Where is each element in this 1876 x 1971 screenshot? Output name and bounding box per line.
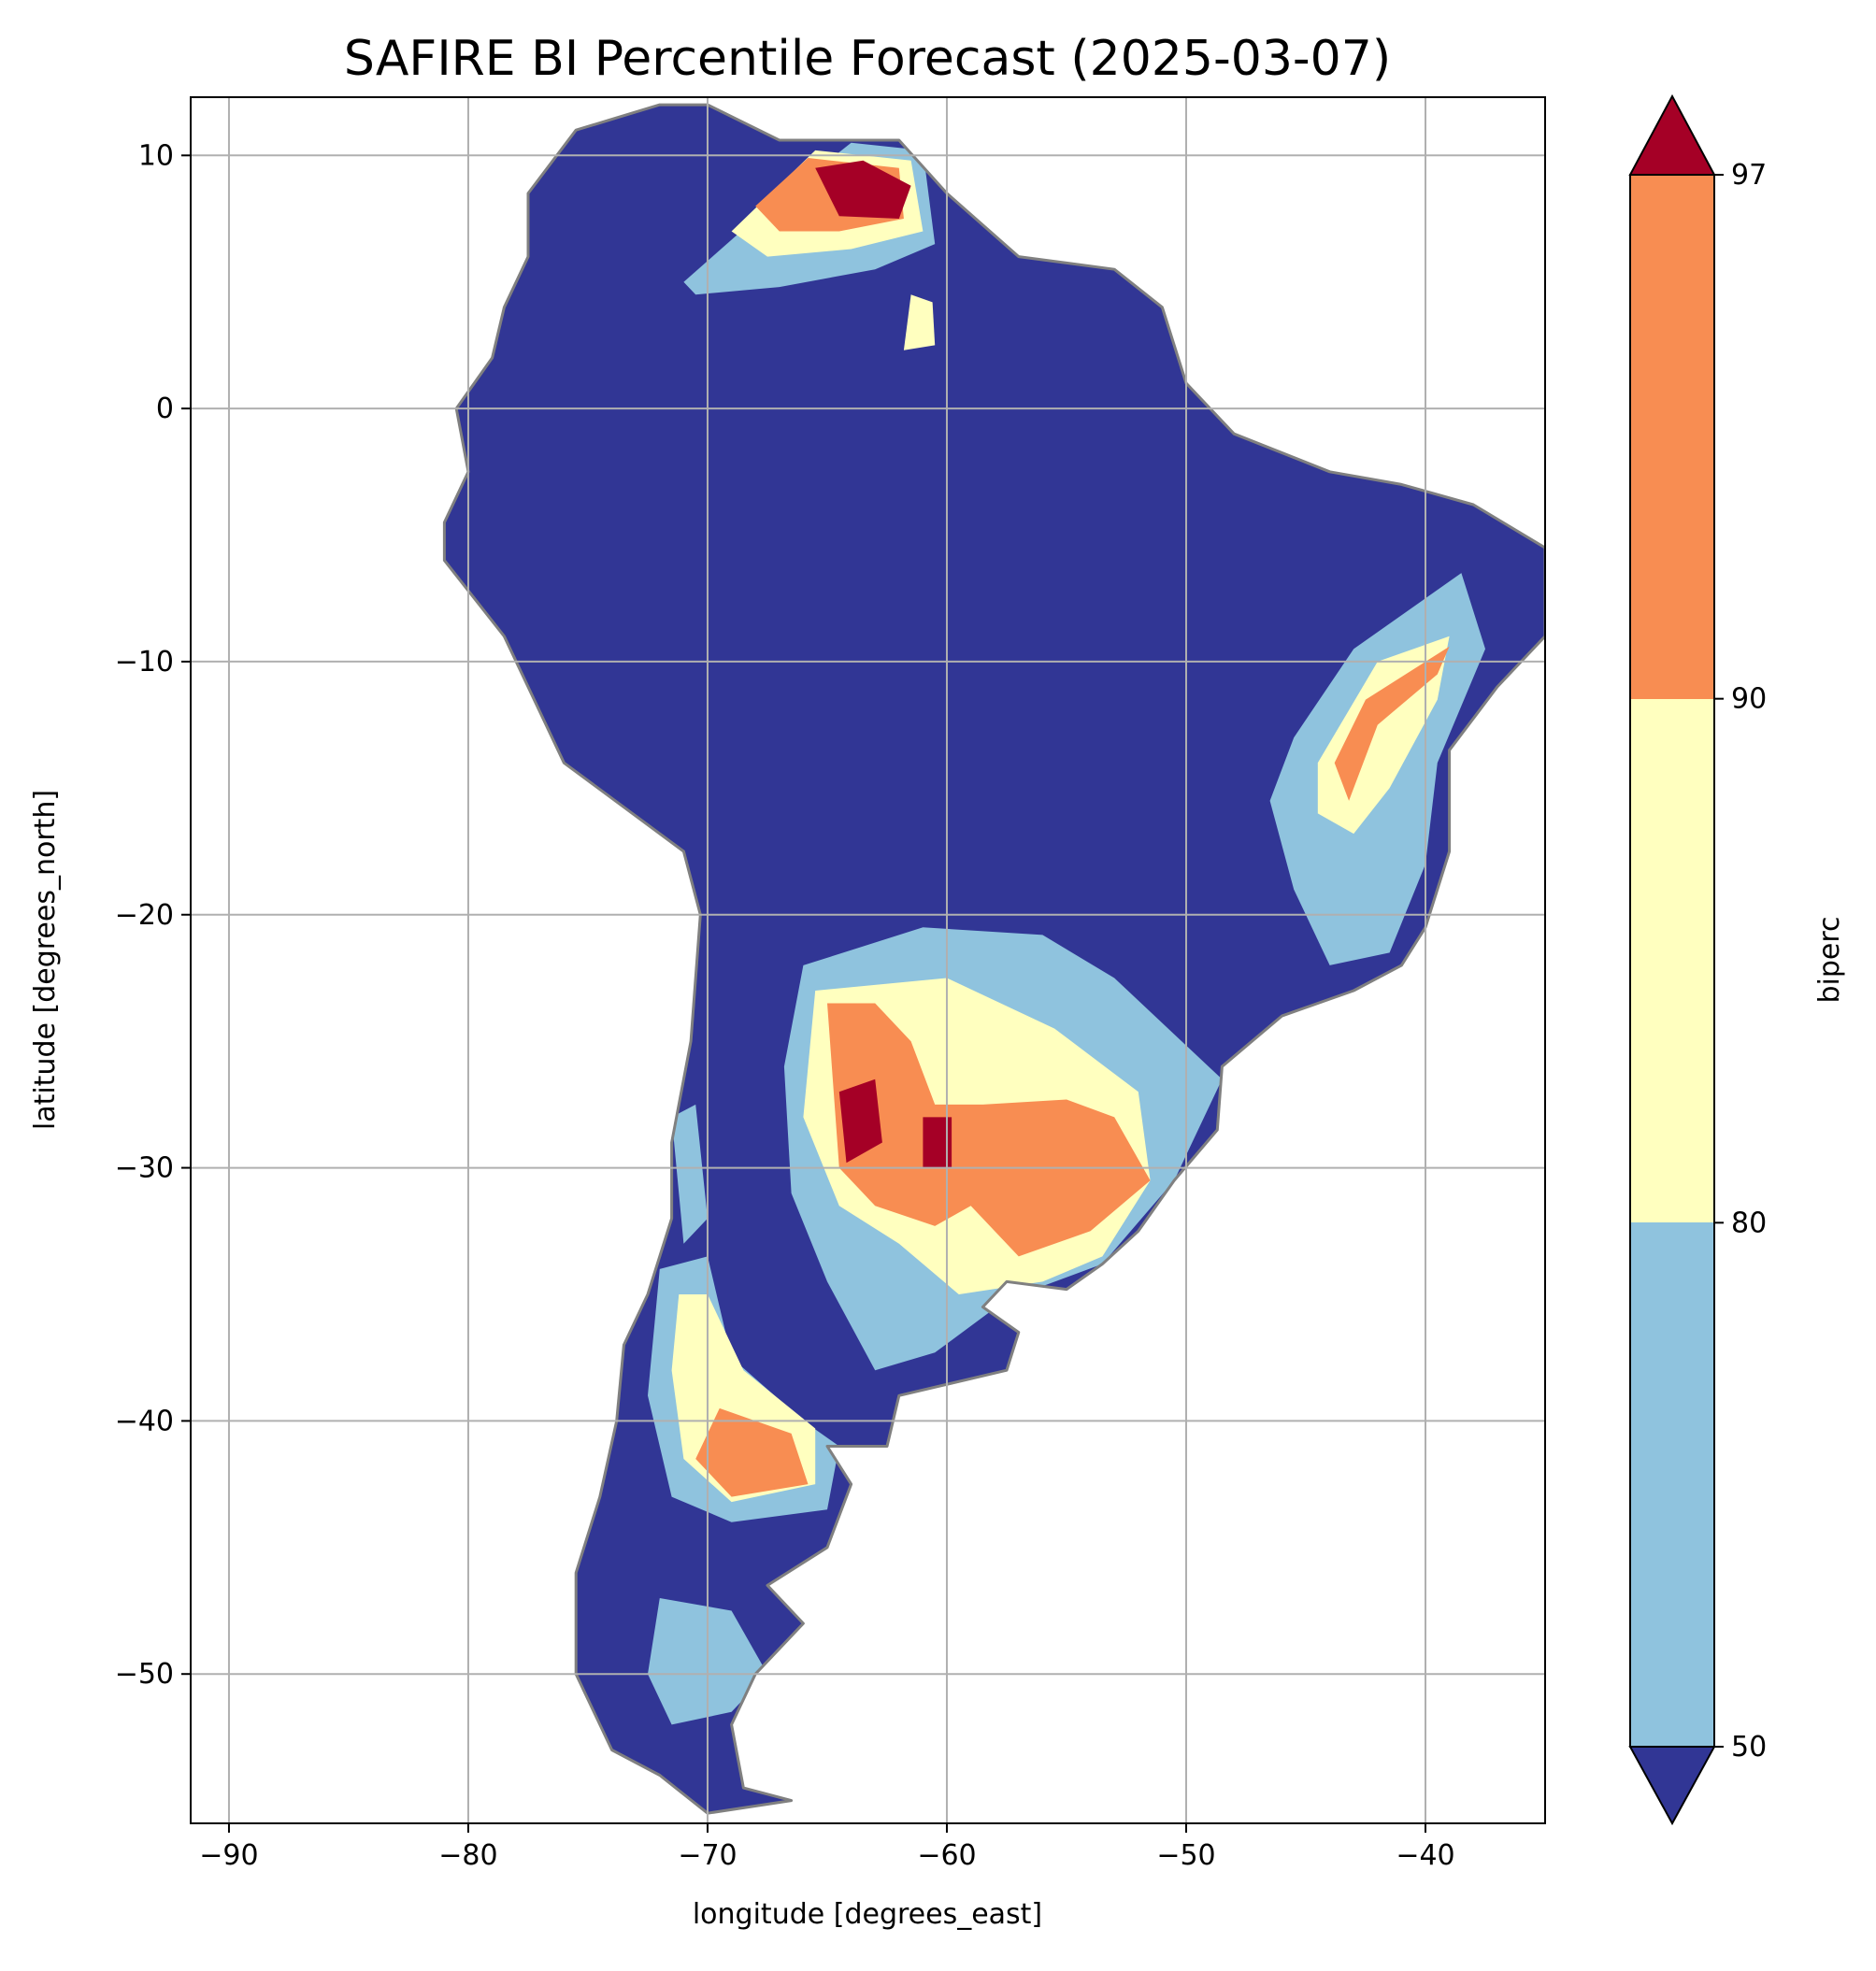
y-tick-label: −10 [115, 646, 174, 678]
x-axis-ticks: −90 −80 −70 −60 −50 −40 [199, 1823, 1455, 1872]
y-tick-label: −50 [115, 1658, 174, 1691]
percentile-region-over [838, 1078, 882, 1164]
percentile-region-band-80-90 [903, 294, 936, 350]
gridlines [191, 97, 1545, 1823]
colorbar-frame [1629, 174, 1715, 1748]
colorbar-band-80-90 [1630, 699, 1714, 1222]
percentile-region-band-90-97 [1334, 646, 1450, 801]
x-tick-label: −70 [678, 1839, 737, 1872]
coastline [442, 103, 1545, 1815]
map-layer [442, 103, 1545, 1815]
x-axis-label: longitude [degrees_east] [693, 1898, 1042, 1931]
y-tick-label: −20 [115, 899, 174, 932]
y-axis-label: latitude [degrees_north] [29, 790, 62, 1130]
colorbar-tick-label: 50 [1731, 1731, 1767, 1764]
y-tick-label: 0 [156, 393, 174, 425]
colorbar-band-50-80 [1630, 1222, 1714, 1747]
colorbar-label: biperc [1813, 916, 1846, 1003]
x-tick-label: −80 [438, 1839, 497, 1872]
colorbar-tick-label: 97 [1731, 159, 1767, 192]
colorbar-band-90-97 [1630, 175, 1714, 699]
y-tick-label: −30 [115, 1152, 174, 1185]
y-tick-label: 10 [138, 139, 174, 172]
x-tick-label: −60 [917, 1839, 976, 1872]
percentile-region-band-90-97 [827, 1003, 1151, 1257]
percentile-region-over [815, 160, 911, 219]
colorbar-tick-label: 80 [1731, 1207, 1767, 1239]
percentile-region-band-50-80 [671, 1104, 708, 1244]
map-axes: −90 −80 −70 −60 −50 −40 10 0 −10 −20 −30 −40 −50 [115, 96, 1546, 1872]
percentile-region-band-90-97 [695, 1407, 809, 1497]
colorbar-under-arrow [1628, 1746, 1716, 1826]
colorbar-ticks: 50 80 90 97 [1714, 159, 1767, 1764]
colorbar: 50 80 90 97 biperc [1628, 93, 1846, 1826]
colorbar-over-arrow [1628, 93, 1716, 176]
percentile-region-over [923, 1117, 952, 1168]
x-tick-label: −90 [199, 1839, 258, 1872]
plot-frame [190, 96, 1546, 1824]
y-tick-label: −40 [115, 1405, 174, 1437]
colorbar-tick-label: 90 [1731, 683, 1767, 716]
x-tick-label: −50 [1156, 1839, 1215, 1872]
x-tick-label: −40 [1396, 1839, 1454, 1872]
chart-title: SAFIRE BI Percentile Forecast (2025-03-0… [344, 31, 1391, 87]
y-axis-ticks: 10 0 −10 −20 −30 −40 −50 [115, 139, 191, 1691]
